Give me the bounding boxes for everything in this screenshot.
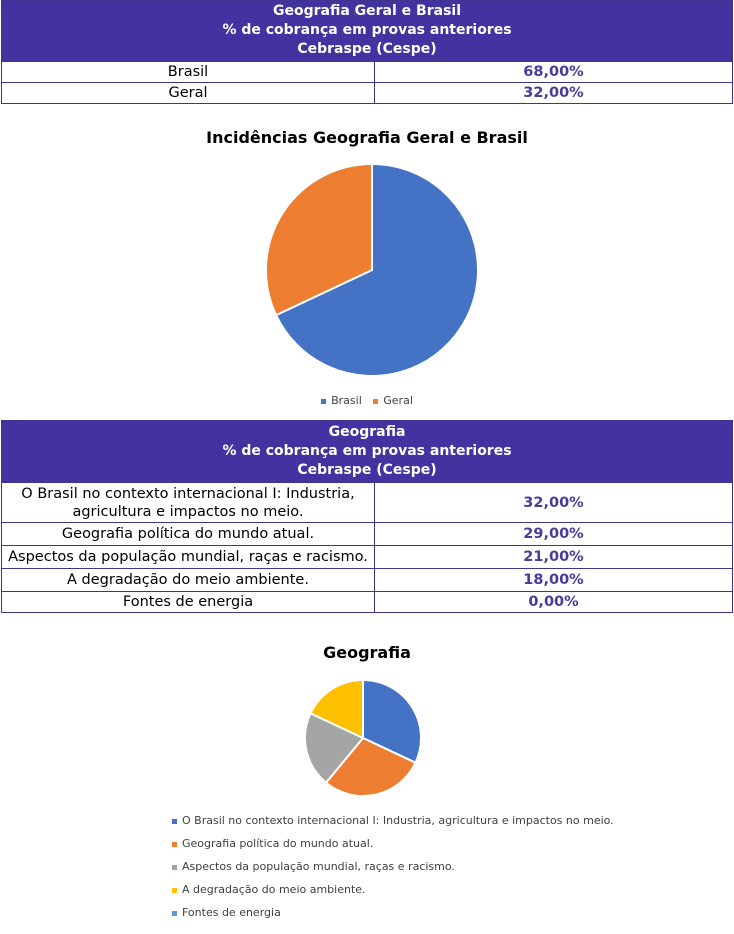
legend-swatch <box>172 864 177 870</box>
table-row: Geral 32,00% <box>1 82 733 104</box>
legend-item: O Brasil no contexto internacional I: In… <box>172 814 614 837</box>
row-label: O Brasil no contexto internacional I: In… <box>1 482 375 523</box>
chart-title: Geografia <box>323 643 411 662</box>
row-label: Fontes de energia <box>1 591 375 613</box>
legend-label: Geografia política do mundo atual. <box>182 837 374 850</box>
legend-label: Brasil <box>331 394 362 407</box>
pie-slice <box>324 736 417 797</box>
row-value: 18,00% <box>374 568 733 592</box>
legend-item: Brasil <box>321 394 362 407</box>
legend-label: A degradação do meio ambiente. <box>182 883 366 896</box>
table-row: O Brasil no contexto internacional I: In… <box>1 482 733 523</box>
pie-slice <box>274 162 479 377</box>
pie-slice <box>309 678 364 740</box>
legend-item: Fontes de energia <box>172 906 614 929</box>
legend-swatch <box>172 841 177 847</box>
row-value: 32,00% <box>374 82 733 104</box>
row-label: Aspectos da população mundial, raças e r… <box>1 545 375 569</box>
row-value: 29,00% <box>374 522 733 546</box>
table-geografia-geral-brasil: Geografia Geral e Brasil % de cobrança e… <box>1 0 733 104</box>
table-row: Geografia política do mundo atual. 29,00… <box>1 522 733 546</box>
row-value: 0,00% <box>374 591 733 613</box>
pie-slice <box>362 678 422 765</box>
row-value: 32,00% <box>374 482 733 523</box>
table-row: Aspectos da população mundial, raças e r… <box>1 545 733 569</box>
table-title-line: Geografia Geral e Brasil <box>272 3 461 19</box>
chart-legend: O Brasil no contexto internacional I: In… <box>172 814 614 929</box>
pie-slice <box>265 162 373 317</box>
table-header: Geografia Geral e Brasil % de cobrança e… <box>1 0 733 62</box>
pie-slice <box>304 711 365 785</box>
legend-swatch <box>321 398 327 404</box>
legend-swatch <box>172 910 177 916</box>
legend-swatch <box>172 818 177 824</box>
legend-swatch <box>172 887 177 893</box>
legend-label: O Brasil no contexto internacional I: In… <box>182 814 614 827</box>
pie-chart-geografia <box>304 678 422 797</box>
legend-label: Geral <box>383 394 413 407</box>
table-geografia: Geografia % de cobrança em provas anteri… <box>1 420 733 613</box>
table-title-line: Geografia <box>328 423 406 440</box>
legend-swatch <box>373 398 379 404</box>
table-header: Geografia % de cobrança em provas anteri… <box>1 420 733 483</box>
chart-legend: Brasil Geral <box>0 394 734 407</box>
table-title-line: % de cobrança em provas anteriores <box>222 22 512 38</box>
table-title-line: Cebraspe (Cespe) <box>297 41 437 57</box>
table-row: A degradação do meio ambiente. 18,00% <box>1 568 733 592</box>
legend-label: Fontes de energia <box>182 906 281 919</box>
chart-title: Incidências Geografia Geral e Brasil <box>206 128 528 147</box>
legend-item: Geografia política do mundo atual. <box>172 837 614 860</box>
legend-label: Aspectos da população mundial, raças e r… <box>182 860 455 873</box>
table-row: Brasil 68,00% <box>1 61 733 83</box>
row-value: 68,00% <box>374 61 733 83</box>
table-row: Fontes de energia 0,00% <box>1 591 733 613</box>
legend-item: Geral <box>373 394 413 407</box>
table-title-line: Cebraspe (Cespe) <box>297 461 437 478</box>
pie-chart-geral-brasil <box>265 162 479 377</box>
legend-item: A degradação do meio ambiente. <box>172 883 614 906</box>
row-label: Geral <box>1 82 375 104</box>
row-label: Brasil <box>1 61 375 83</box>
row-value: 21,00% <box>374 545 733 569</box>
table-title-line: % de cobrança em provas anteriores <box>222 442 512 459</box>
row-label: A degradação do meio ambiente. <box>1 568 375 592</box>
legend-item: Aspectos da população mundial, raças e r… <box>172 860 614 883</box>
row-label: Geografia política do mundo atual. <box>1 522 375 546</box>
